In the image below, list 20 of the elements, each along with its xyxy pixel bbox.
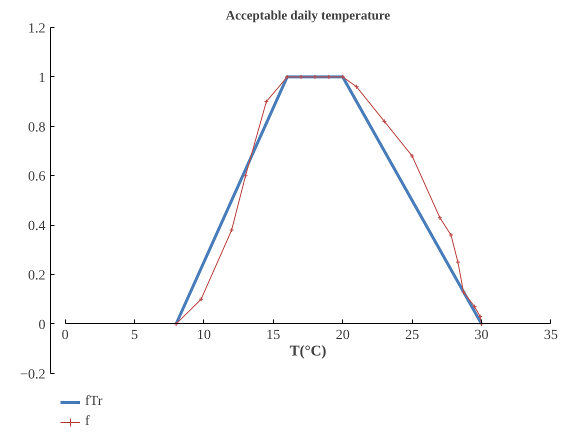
x-tick-label: 25 — [405, 328, 420, 343]
x-tick-label: 30 — [474, 328, 489, 343]
y-tick-label: 1.2 — [28, 22, 46, 36]
y-tick-label: 0.2 — [28, 268, 46, 284]
x-tick-label: 0 — [62, 328, 69, 343]
legend-label: f — [85, 414, 91, 430]
x-axis-title: T(°C) — [290, 344, 326, 360]
y-tick-label: 0.8 — [28, 120, 46, 136]
y-tick-label: −0.2 — [20, 367, 46, 382]
y-tick-label: 0.4 — [28, 219, 46, 234]
x-tick-label: 35 — [544, 328, 558, 343]
y-tick-label: 1 — [38, 70, 46, 86]
y-tick-label: 0.6 — [28, 170, 46, 185]
y-tick-label: 0 — [38, 318, 46, 333]
legend-label: fTr — [85, 394, 104, 410]
x-tick-label: 20 — [336, 328, 350, 343]
x-tick-label: 15 — [266, 328, 280, 343]
x-tick-label: 5 — [130, 328, 138, 343]
x-tick-label: 10 — [196, 328, 211, 343]
chart-title: Acceptable daily temperature — [226, 8, 390, 22]
